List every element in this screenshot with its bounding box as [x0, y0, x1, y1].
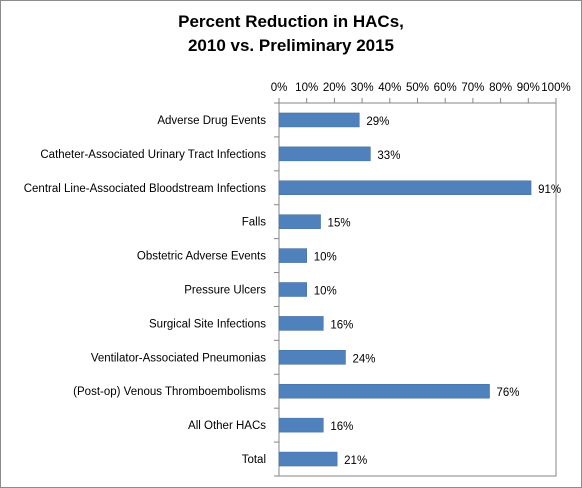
data-label: 91%: [538, 184, 561, 196]
bar: [278, 282, 307, 297]
data-label: 15%: [328, 218, 351, 230]
x-tick-label: 10%: [295, 82, 318, 94]
category-label: All Other HACs: [188, 420, 266, 432]
x-tick-label: 60%: [434, 82, 457, 94]
bar: [278, 383, 490, 399]
x-tick-label: 40%: [378, 82, 401, 94]
x-tick-label: 0%: [271, 82, 288, 94]
bar: [278, 112, 360, 128]
category-label: Ventilator-Associated Pneumonias: [91, 352, 266, 364]
data-label: 16%: [330, 421, 353, 433]
data-label: 33%: [377, 150, 400, 162]
category-label: Central Line-Associated Bloodstream Infe…: [24, 183, 267, 195]
category-label: (Post-op) Venous Thromboembolisms: [73, 386, 266, 398]
bar: [278, 316, 324, 331]
data-label: 24%: [352, 353, 375, 365]
x-tick-label: 50%: [406, 82, 429, 94]
bar: [278, 350, 346, 365]
bar: [278, 451, 338, 467]
category-label: Pressure Ulcers: [184, 285, 266, 297]
data-label: 10%: [314, 252, 337, 264]
data-label: 29%: [366, 116, 389, 128]
category-label: Total: [242, 454, 266, 466]
data-label: 10%: [314, 286, 337, 298]
x-tick-label: 80%: [489, 82, 512, 94]
bar: [278, 417, 324, 433]
chart-title-line1: Percent Reduction in HACs,: [178, 12, 404, 31]
data-label: 76%: [497, 387, 520, 399]
data-label: 16%: [330, 319, 353, 331]
category-label: Catheter-Associated Urinary Tract Infect…: [40, 149, 266, 161]
category-label: Falls: [242, 217, 267, 229]
data-label: 21%: [344, 455, 367, 467]
x-tick-label: 20%: [323, 82, 346, 94]
x-tick-label: 70%: [461, 82, 484, 94]
bar: [278, 180, 532, 196]
category-label: Obstetric Adverse Events: [137, 251, 266, 263]
x-tick-label: 90%: [517, 82, 540, 94]
x-tick-label: 30%: [351, 82, 374, 94]
chart-title-line2: 2010 vs. Preliminary 2015: [187, 36, 395, 55]
x-tick-label: 100%: [541, 82, 570, 94]
bar: [278, 214, 321, 229]
chart-title: Percent Reduction in HACs, 2010 vs. Prel…: [0, 10, 582, 58]
bar: [278, 146, 371, 162]
category-label: Surgical Site Infections: [149, 318, 266, 330]
bar: [278, 248, 307, 263]
category-label: Adverse Drug Events: [157, 115, 266, 127]
